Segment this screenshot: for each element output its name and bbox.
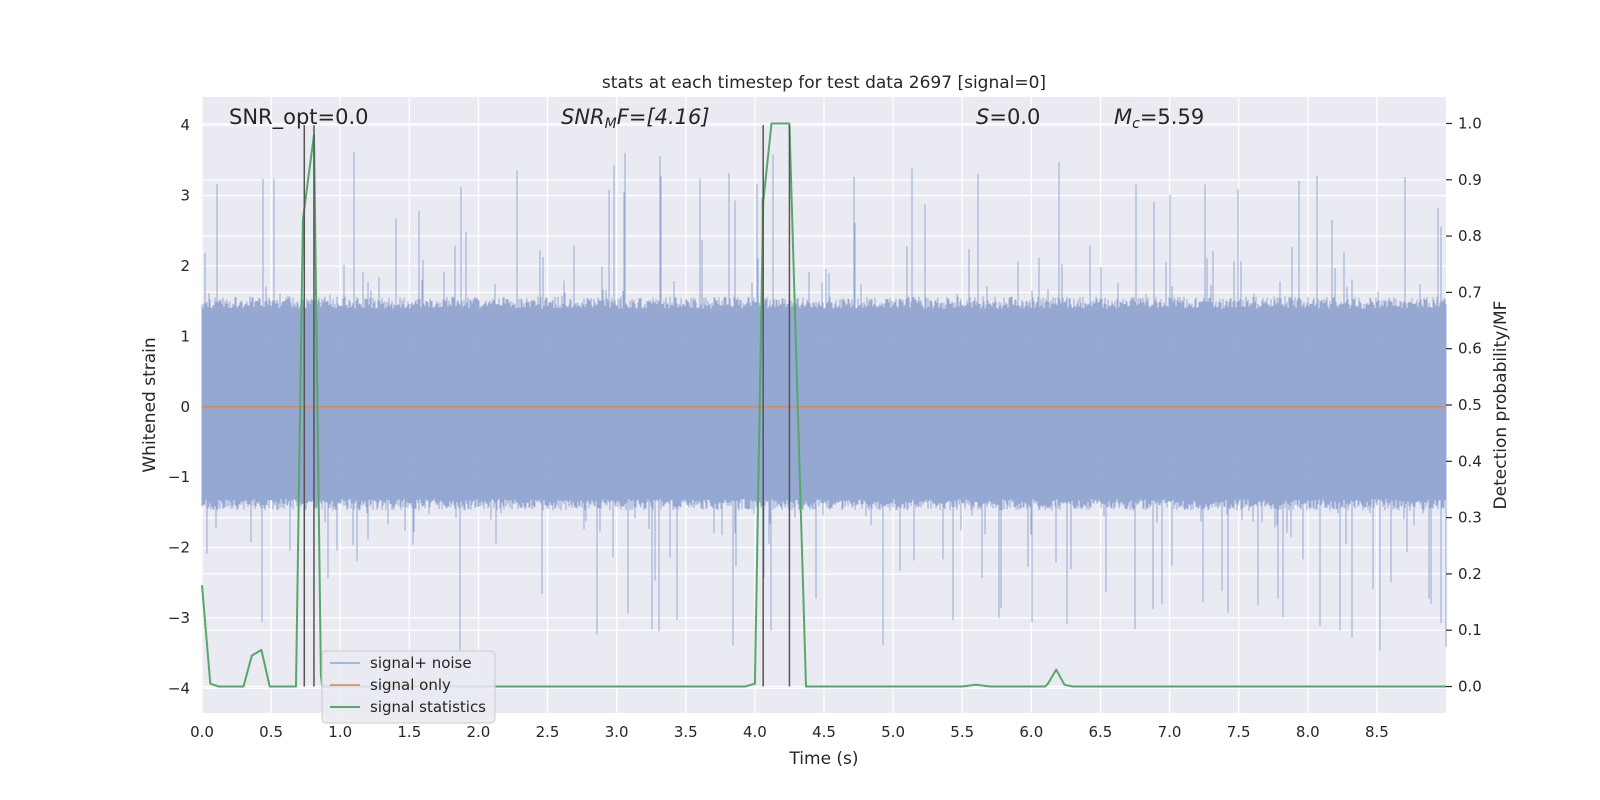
x-tick-label: 6.5 — [1089, 723, 1113, 741]
s-annotation: S=0.0 — [976, 105, 1040, 129]
chart-title: stats at each timestep for test data 269… — [602, 73, 1046, 93]
y-tick-label: −3 — [168, 609, 190, 627]
signal-statistics-line — [201, 122, 1446, 688]
y2-tick-label: 0.9 — [1458, 171, 1482, 189]
x-tick-label: 0.0 — [190, 723, 214, 741]
x-tick-label: 8.0 — [1296, 723, 1320, 741]
legend-box — [321, 650, 496, 724]
snr-mf-symbol: SNR — [561, 105, 605, 129]
legend: signal+ noise signal only signal statist… — [321, 650, 496, 724]
snr-mf-subscript: M — [605, 116, 617, 132]
legend-label-signal-noise: signal+ noise — [370, 654, 472, 672]
x-tick-label: 2.5 — [536, 723, 560, 741]
y-tick-label: 2 — [180, 257, 190, 275]
x-tick-label: 8.5 — [1365, 723, 1389, 741]
mc-subscript: c — [1132, 116, 1140, 132]
s-symbol: S — [976, 105, 989, 129]
mc-annotation: Mc=5.59 — [1114, 105, 1204, 132]
x-tick-label: 2.0 — [467, 723, 491, 741]
snr-opt-annotation: SNR_opt=0.0 — [229, 105, 369, 130]
y-axis-label: Whitened strain — [140, 337, 160, 472]
y-tick-label: 3 — [180, 187, 190, 205]
x-axis-label: Time (s) — [788, 749, 858, 769]
snr-mf-annotation: SNRMF=[4.16] — [561, 105, 710, 132]
y2-tick-label: 0.8 — [1458, 227, 1482, 245]
mc-symbol: M — [1114, 105, 1132, 129]
y2-tick-label: 0.0 — [1458, 678, 1482, 696]
y2-tick-label: 0.4 — [1458, 452, 1482, 470]
y2-tick-label: 0.7 — [1458, 283, 1482, 301]
y2-tick-label: 0.1 — [1458, 621, 1482, 639]
y2-tick-label: 1.0 — [1458, 114, 1482, 132]
y-tick-label: 1 — [180, 327, 190, 345]
x-tick-label: 3.0 — [605, 723, 629, 741]
signal-noise-trace — [201, 152, 1447, 651]
y2-tick-label: 0.6 — [1458, 340, 1482, 358]
snr-mf-value: F=[4.16] — [617, 105, 710, 129]
x-tick-label: 3.5 — [674, 723, 698, 741]
signal-statistics-series — [201, 122, 1446, 688]
mc-value: =5.59 — [1140, 105, 1204, 129]
x-tick-label: 4.5 — [812, 723, 836, 741]
y2-tick-label: 0.3 — [1458, 509, 1482, 527]
vertical-markers — [303, 125, 791, 687]
x-tick-label: 5.5 — [950, 723, 974, 741]
y-tick-label: −2 — [168, 539, 190, 557]
y2-tick-label: 0.2 — [1458, 565, 1482, 583]
y2-axis-label: Detection probability/MF — [1491, 301, 1511, 510]
x-tick-label: 4.0 — [743, 723, 767, 741]
axis-ticks: 0.0 0.5 1.0 1.5 2.0 2.5 3.0 3.5 4.0 4.5 5.0 5.5 6.0 6… — [168, 114, 1482, 741]
s-value: =0.0 — [989, 105, 1040, 129]
x-tick-label: 7.5 — [1227, 723, 1251, 741]
legend-label-signal-only: signal only — [370, 676, 451, 694]
x-tick-label: 1.5 — [397, 723, 421, 741]
y-tick-label: −1 — [168, 468, 190, 486]
y-tick-label: 4 — [180, 116, 190, 134]
y-tick-label: 0 — [180, 398, 190, 416]
signal-noise-series — [201, 152, 1447, 651]
y-tick-label: −4 — [168, 679, 190, 697]
x-tick-label: 1.0 — [328, 723, 352, 741]
y2-tick-label: 0.5 — [1458, 396, 1482, 414]
x-tick-label: 6.0 — [1019, 723, 1043, 741]
x-tick-label: 5.0 — [881, 723, 905, 741]
x-tick-label: 7.0 — [1158, 723, 1182, 741]
x-tick-label: 0.5 — [259, 723, 283, 741]
legend-label-signal-statistics: signal statistics — [370, 698, 486, 716]
